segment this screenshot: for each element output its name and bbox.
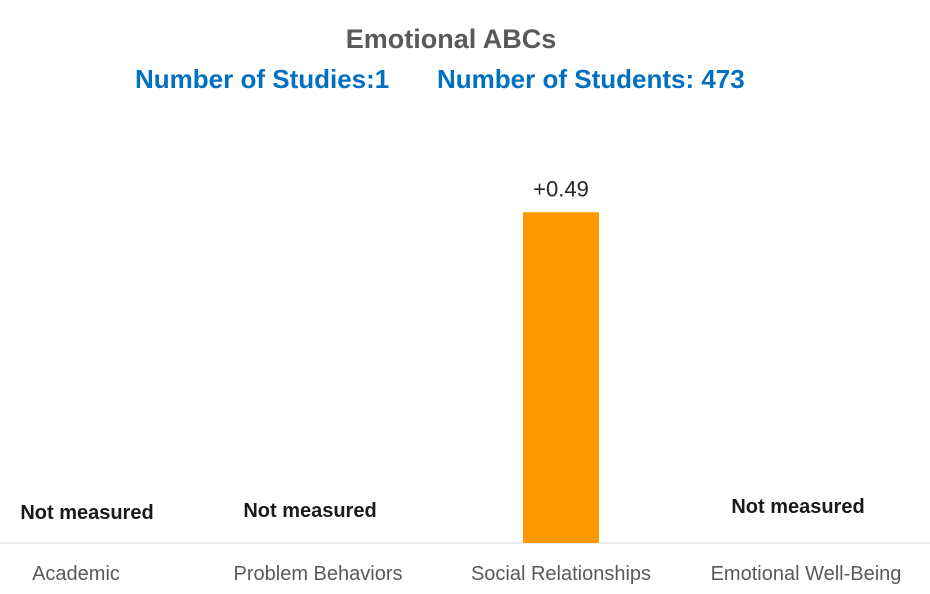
subtitle-students: Number of Students: 473 (437, 64, 745, 94)
subtitle-studies: Number of Studies:1 (135, 64, 389, 94)
chart-title: Emotional ABCs (346, 24, 557, 54)
chart-marks: Academic Not measured Problem Behaviors Not… (20, 176, 901, 585)
data-label: +0.49 (533, 176, 589, 201)
category-label: Academic (32, 563, 120, 585)
category-label: Emotional Well-Being (711, 563, 902, 585)
not-measured-label: Not measured (731, 496, 864, 518)
not-measured-label: Not measured (243, 500, 376, 522)
category-label: Problem Behaviors (234, 563, 403, 585)
not-measured-label: Not measured (20, 502, 153, 524)
category-label: Social Relationships (471, 563, 651, 585)
bar (523, 212, 599, 543)
